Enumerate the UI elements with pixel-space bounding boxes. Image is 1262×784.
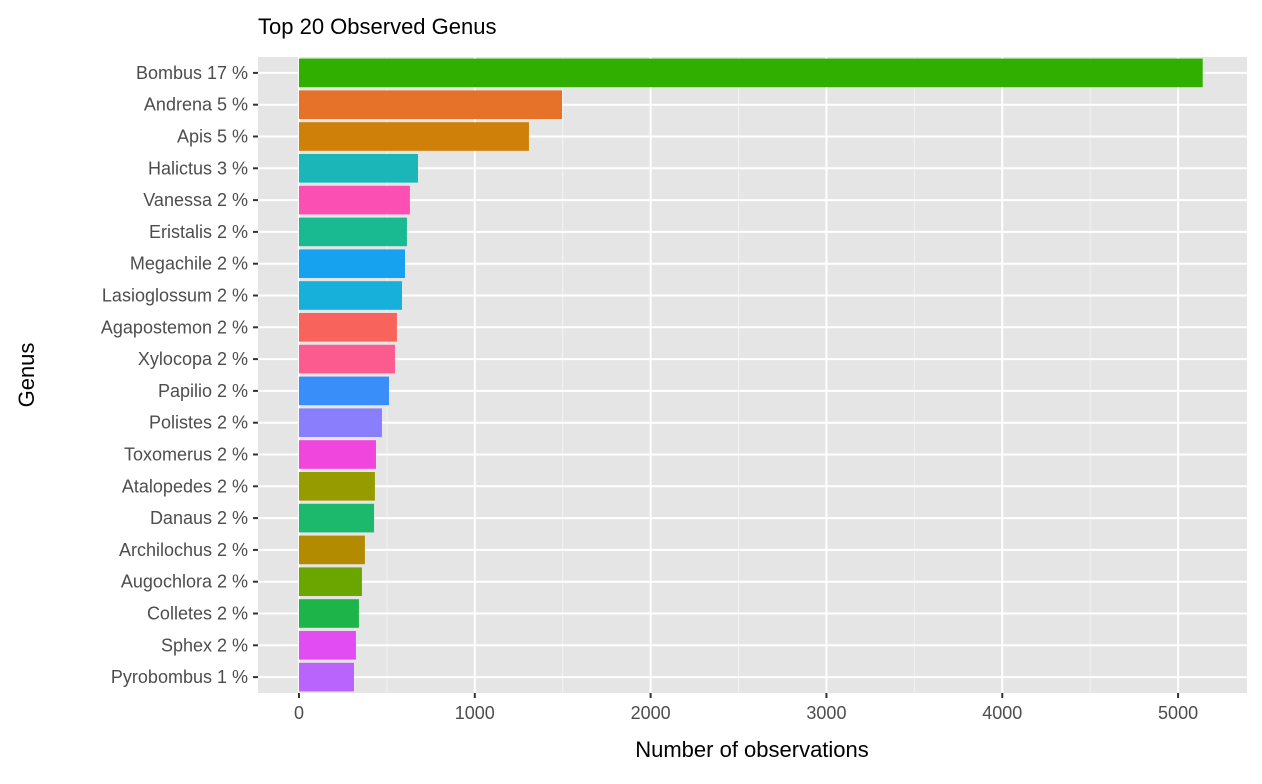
y-tick-label: Eristalis 2 % [149,222,248,242]
x-tick-label: 3000 [806,703,846,723]
bar [298,535,365,565]
x-tick-label: 1000 [455,703,495,723]
bar [298,90,562,120]
x-axis-labels: 0 1000 2000 3000 4000 5000 [294,693,1198,723]
bar [298,567,362,597]
chart-title: Top 20 Observed Genus [258,14,496,39]
bar [298,153,418,183]
bar [298,249,405,279]
bar [298,122,529,151]
bars [298,58,1203,692]
bar [298,440,376,469]
y-tick-label: Toxomerus 2 % [124,445,248,465]
y-tick-label: Agapostemon 2 % [101,317,248,337]
bar [298,281,402,310]
bar [298,312,397,342]
bar [298,599,359,628]
y-tick-label: Andrena 5 % [144,95,248,115]
x-tick-label: 0 [294,703,304,723]
y-tick-label: Xylocopa 2 % [138,349,248,369]
x-axis-title: Number of observations [635,737,869,762]
bar [298,471,375,501]
y-tick-label: Danaus 2 % [150,508,248,528]
y-tick-label: Megachile 2 % [130,254,248,274]
y-tick-label: Lasioglossum 2 % [102,286,248,306]
y-tick-label: Augochlora 2 % [121,572,248,592]
y-tick-label: Papilio 2 % [158,381,248,401]
bar [298,662,354,692]
y-tick-label: Atalopedes 2 % [122,476,248,496]
bar [298,408,382,438]
bar [298,217,407,247]
x-tick-label: 4000 [982,703,1022,723]
bar [298,185,410,215]
y-tick-label: Bombus 17 % [136,63,248,83]
x-tick-label: 2000 [631,703,671,723]
y-axis-labels: Bombus 17 % Andrena 5 % Apis 5 % Halictus 3… [101,63,258,687]
bar [298,58,1203,88]
y-tick-label: Colletes 2 % [147,604,248,624]
y-tick-label: Halictus 3 % [148,158,248,178]
bar [298,376,389,406]
plot-panel [258,57,1247,693]
y-tick-label: Vanessa 2 % [143,190,248,210]
x-tick-label: 5000 [1158,703,1198,723]
y-axis-title: Genus [14,343,39,408]
bar [298,503,375,533]
y-tick-label: Sphex 2 % [161,635,248,655]
y-tick-label: Archilochus 2 % [119,540,248,560]
bar [298,630,356,660]
y-tick-label: Pyrobombus 1 % [111,667,248,687]
bar [298,344,395,374]
y-tick-label: Polistes 2 % [149,413,248,433]
y-tick-label: Apis 5 % [177,127,248,147]
